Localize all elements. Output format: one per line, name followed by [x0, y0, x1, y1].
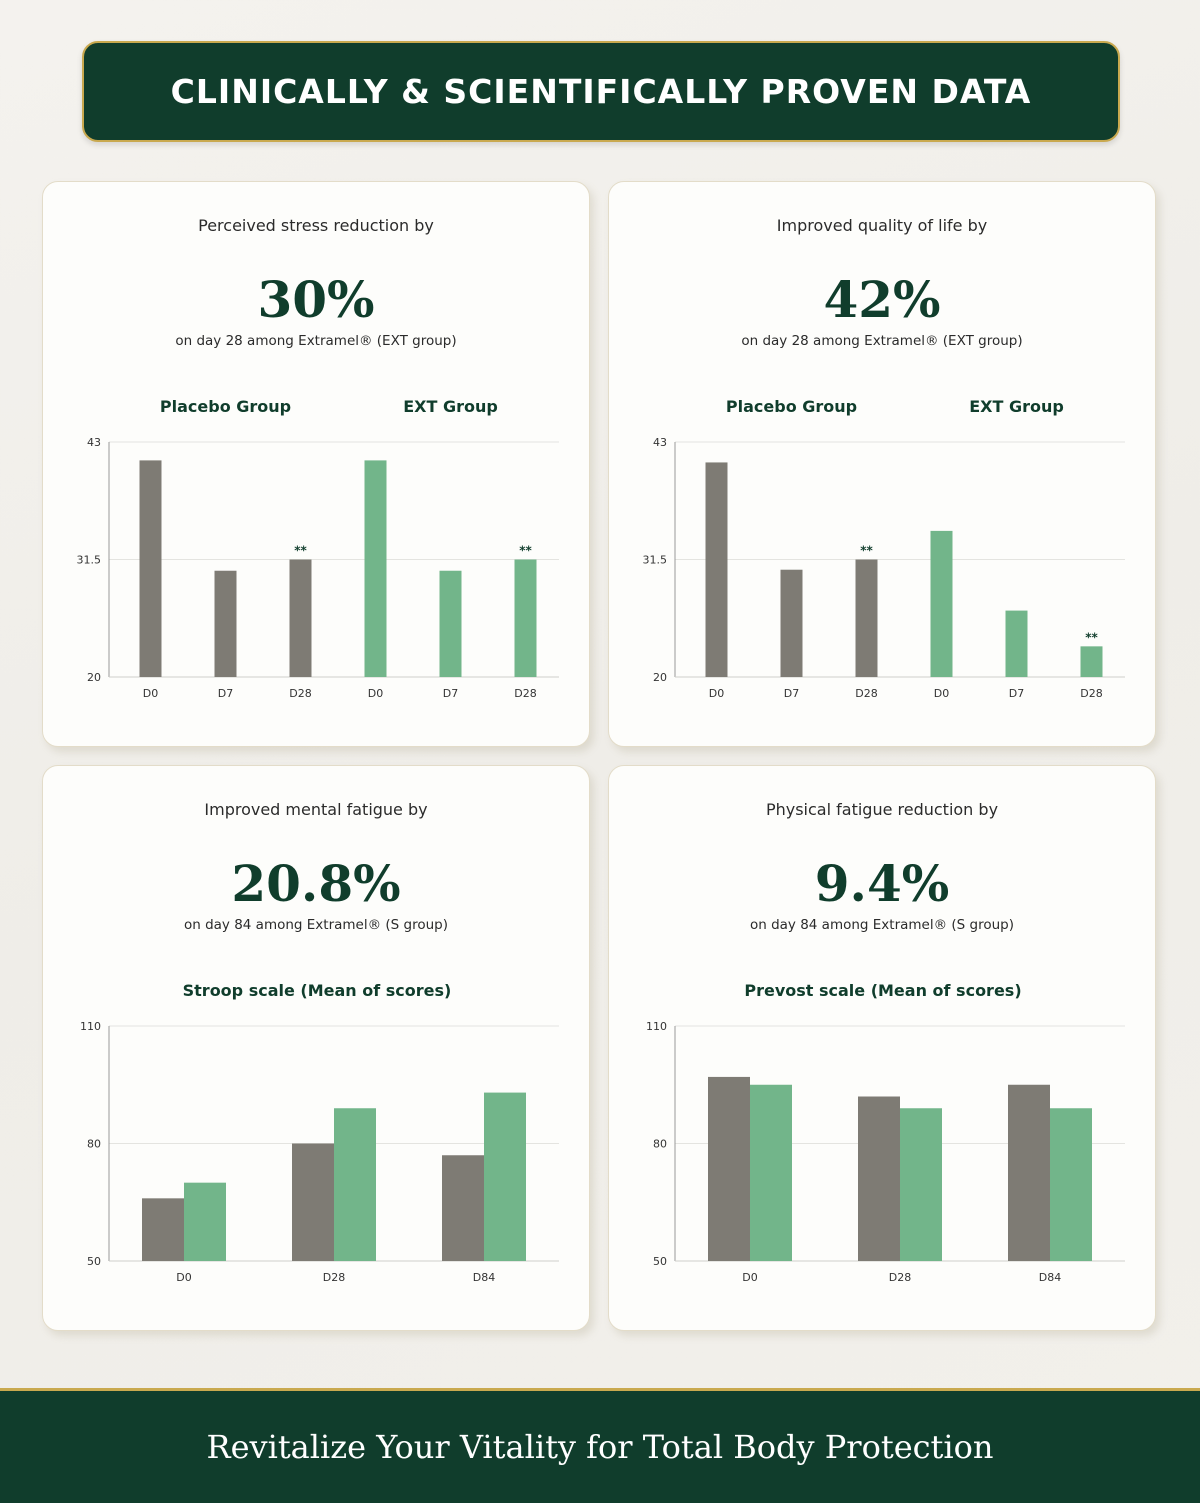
card-percent: 20.8% — [231, 854, 401, 913]
x-tick-label: D0 — [742, 1271, 757, 1284]
page-title: CLINICALLY & SCIENTIFICALLY PROVEN DATA — [170, 72, 1032, 111]
card-detail: on day 28 among Extramel® (EXT group) — [175, 333, 457, 349]
bar — [930, 530, 953, 677]
x-tick-label: D0 — [143, 687, 158, 700]
bar — [708, 1076, 750, 1261]
quality-chart: 20 31.5 43 D0 D7 D28 ** D0 D7 D28 ** Placebo Group E… — [643, 397, 1125, 700]
bar — [439, 570, 462, 677]
bar — [289, 559, 312, 677]
group-label: EXT Group — [403, 397, 498, 416]
card-intro: Improved quality of life by — [776, 216, 988, 235]
y-tick-label: 31.5 — [643, 554, 668, 567]
footer-tagline: Revitalize Your Vitality for Total Body … — [206, 1428, 994, 1466]
bar — [1050, 1108, 1092, 1261]
bar — [750, 1084, 792, 1261]
card-percent: 30% — [257, 270, 375, 329]
y-tick-label: 80 — [87, 1138, 101, 1151]
bar — [142, 1198, 184, 1261]
y-tick-label: 43 — [87, 436, 101, 449]
y-tick-label: 43 — [653, 436, 667, 449]
bar — [858, 1096, 900, 1261]
x-tick-label: D7 — [443, 687, 458, 700]
card-intro: Physical fatigue reduction by — [765, 800, 999, 819]
physical-fatigue-card: Physical fatigue reduction by 9.4% on da… — [608, 765, 1156, 1331]
mental-fatigue-card: Improved mental fatigue by 20.8% on day … — [42, 765, 590, 1331]
x-tick-label: D28 — [1080, 687, 1102, 700]
bar — [514, 559, 537, 677]
stress-card: Perceived stress reduction by 30% on day… — [42, 181, 590, 747]
stroop-chart: 50 80 110 D0 D28 D84 Stroop scale (Mean of sco… — [80, 981, 559, 1284]
bar — [705, 462, 728, 677]
chart-title: Stroop scale (Mean of scores) — [183, 981, 452, 1000]
y-tick-label: 20 — [87, 671, 101, 684]
significance-marker: ** — [860, 544, 873, 558]
card-intro: Improved mental fatigue by — [204, 800, 428, 819]
x-tick-label: D0 — [709, 687, 724, 700]
y-tick-label: 80 — [653, 1138, 667, 1151]
x-tick-label: D28 — [289, 687, 311, 700]
significance-marker: ** — [294, 544, 307, 558]
x-tick-label: D84 — [473, 1271, 495, 1284]
group-label: EXT Group — [969, 397, 1064, 416]
x-tick-label: D7 — [784, 687, 799, 700]
bar — [484, 1092, 526, 1261]
x-tick-label: D28 — [889, 1271, 911, 1284]
y-tick-label: 20 — [653, 671, 667, 684]
x-tick-label: D7 — [1009, 687, 1024, 700]
x-tick-label: D28 — [855, 687, 877, 700]
y-tick-label: 50 — [653, 1255, 667, 1268]
x-tick-label: D7 — [218, 687, 233, 700]
y-tick-label: 50 — [87, 1255, 101, 1268]
x-tick-label: D28 — [323, 1271, 345, 1284]
y-tick-label: 110 — [80, 1020, 101, 1033]
card-percent: 9.4% — [814, 854, 950, 913]
significance-marker: ** — [519, 544, 532, 558]
bar — [442, 1155, 484, 1261]
bar — [780, 569, 803, 677]
group-label: Placebo Group — [160, 397, 291, 416]
bar — [292, 1143, 334, 1261]
bar — [1008, 1084, 1050, 1261]
x-tick-label: D0 — [934, 687, 949, 700]
prevost-chart: 50 80 110 D0 D28 D84 Prevost scale (Mean of sc… — [646, 981, 1125, 1284]
stress-chart: 20 31.5 43 D0 D7 D28 ** D0 D7 D28 ** Placebo Group E… — [77, 397, 559, 700]
bar — [900, 1108, 942, 1261]
bar — [139, 460, 162, 677]
y-tick-label: 31.5 — [77, 554, 102, 567]
bar — [855, 559, 878, 677]
group-label: Placebo Group — [726, 397, 857, 416]
chart-title: Prevost scale (Mean of scores) — [744, 981, 1021, 1000]
x-tick-label: D0 — [176, 1271, 191, 1284]
card-detail: on day 84 among Extramel® (S group) — [183, 917, 449, 933]
y-tick-label: 110 — [646, 1020, 667, 1033]
bar — [334, 1108, 376, 1261]
bar — [184, 1182, 226, 1261]
bar — [214, 570, 237, 677]
quality-card: Improved quality of life by 42% on day 2… — [608, 181, 1156, 747]
card-intro: Perceived stress reduction by — [198, 216, 434, 235]
footer-banner: Revitalize Your Vitality for Total Body … — [0, 1388, 1200, 1503]
card-percent: 42% — [823, 270, 941, 329]
card-detail: on day 84 among Extramel® (S group) — [749, 917, 1015, 933]
x-tick-label: D84 — [1039, 1271, 1061, 1284]
bar — [1005, 610, 1028, 677]
bar — [1080, 646, 1103, 677]
x-tick-label: D0 — [368, 687, 383, 700]
header-banner: CLINICALLY & SCIENTIFICALLY PROVEN DATA — [82, 41, 1120, 142]
bar — [364, 460, 387, 677]
card-detail: on day 28 among Extramel® (EXT group) — [741, 333, 1023, 349]
x-tick-label: D28 — [514, 687, 536, 700]
significance-marker: ** — [1085, 630, 1098, 644]
